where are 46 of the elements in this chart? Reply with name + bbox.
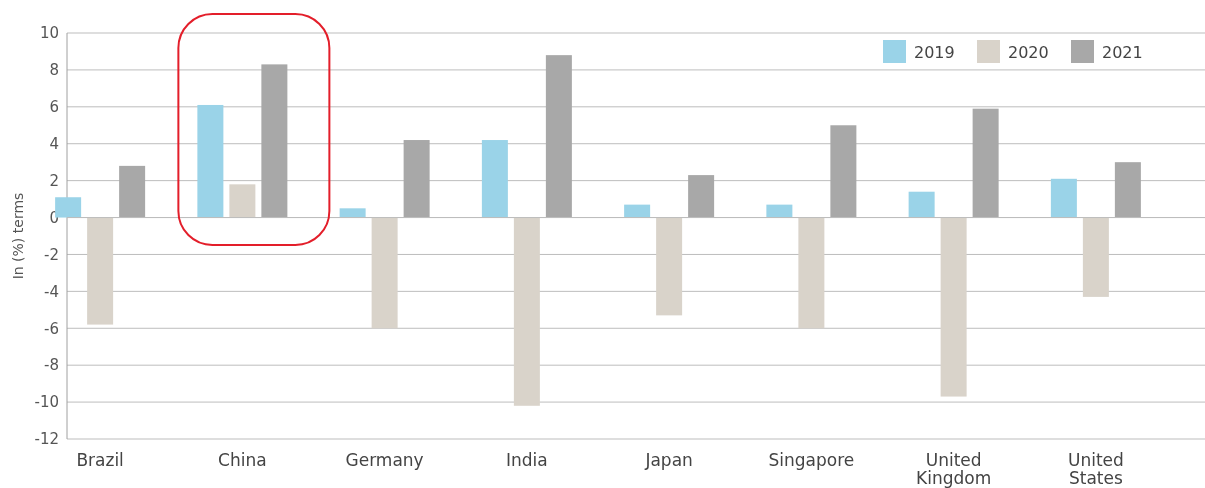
y-tick-label: 4: [49, 134, 59, 153]
bar: [766, 204, 793, 218]
bar: [1050, 178, 1077, 218]
x-tick-label: China: [218, 450, 267, 470]
bar: [339, 208, 366, 218]
bar: [87, 217, 114, 325]
bar: [908, 191, 935, 218]
x-tick-label: United States: [1067, 450, 1124, 488]
legend-label: 2021: [1102, 42, 1143, 62]
bar: [656, 217, 683, 316]
bar: [940, 217, 967, 397]
y-tick-label: 8: [49, 61, 59, 80]
x-tick-label: Brazil: [76, 450, 124, 470]
y-tick-label: -12: [34, 430, 59, 449]
y-tick-label: -2: [44, 245, 59, 264]
x-tick-label: Japan: [644, 450, 693, 470]
bar: [513, 217, 540, 406]
y-tick-label: -8: [44, 356, 59, 375]
y-tick-label: -6: [44, 319, 59, 338]
bar: [830, 125, 857, 218]
bar: [119, 165, 146, 218]
legend-label: 2019: [914, 42, 955, 62]
x-tick-label: Germany: [345, 450, 424, 470]
bar: [371, 217, 398, 329]
x-tick-label: India: [506, 450, 548, 470]
bar: [197, 104, 224, 218]
y-tick-label: 6: [49, 98, 59, 117]
bar: [1082, 217, 1109, 297]
legend-label: 2020: [1008, 42, 1049, 62]
bar: [798, 217, 825, 329]
bar: [229, 184, 256, 218]
x-tick-label: Singapore: [768, 450, 855, 470]
y-tick-label: -4: [44, 282, 59, 301]
y-tick-label: 10: [39, 24, 59, 43]
x-tick-label: United Kingdom: [916, 450, 992, 488]
bar: [688, 175, 715, 218]
bar: [972, 108, 999, 218]
y-tick-label: 2: [49, 171, 59, 190]
bar: [624, 204, 651, 218]
y-axis-title: In (%) terms: [10, 192, 26, 280]
bar: [481, 140, 508, 218]
bar: [403, 140, 430, 218]
bar: [545, 55, 572, 218]
bar: [1114, 162, 1141, 218]
y-tick-label: -10: [34, 393, 59, 412]
bar: [261, 64, 288, 218]
